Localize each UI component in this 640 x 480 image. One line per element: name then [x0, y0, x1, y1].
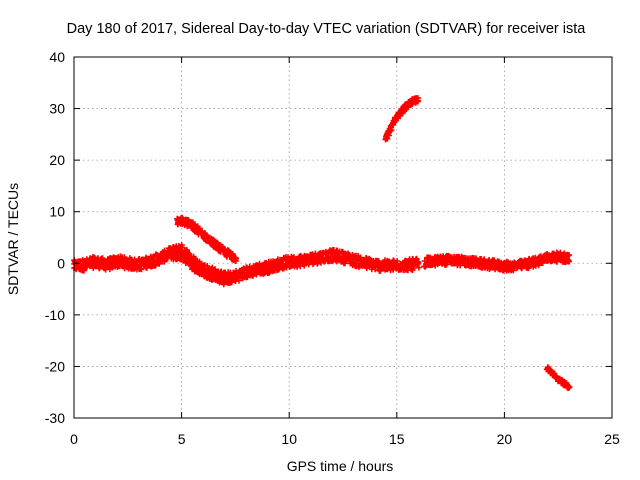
- series-falling-arc: [543, 364, 573, 391]
- x-tick-label: 15: [389, 431, 405, 447]
- data-points-falling-arc: [543, 364, 573, 391]
- chart-title: Day 180 of 2017, Sidereal Day-to-day VTE…: [67, 21, 587, 37]
- y-tick-label: -10: [45, 307, 65, 323]
- y-tick-label: 10: [49, 204, 65, 220]
- series-lower-branch: [170, 249, 235, 288]
- x-axis-label: GPS time / hours: [287, 458, 394, 474]
- data-points: [71, 95, 573, 391]
- x-tick-label: 0: [70, 431, 78, 447]
- x-tick-label: 10: [281, 431, 297, 447]
- data-points-lower-branch: [170, 249, 235, 288]
- y-tick-label: 40: [49, 49, 65, 65]
- x-tick-label: 20: [497, 431, 513, 447]
- axis-ticks: 0 5 10 15 20 25 -30 -20 -10 0 10 20 30 40: [45, 49, 620, 447]
- y-tick-label: -30: [45, 410, 65, 426]
- y-axis-label: SDTVAR / TECUs: [5, 183, 21, 295]
- series-rising-arc: [382, 95, 421, 143]
- data-points-rising-arc: [382, 95, 421, 143]
- y-tick-label: 0: [57, 255, 65, 271]
- y-tick-label: -20: [45, 358, 65, 374]
- plot-frame: [73, 56, 613, 419]
- y-tick-label: 20: [49, 152, 65, 168]
- x-tick-label: 25: [604, 431, 620, 447]
- x-tick-label: 5: [178, 431, 186, 447]
- series-upper-arc: [174, 214, 239, 264]
- series-right-track: [421, 249, 573, 274]
- grid-lines: [74, 57, 612, 418]
- y-tick-label: 30: [49, 101, 65, 117]
- data-points-right-track: [421, 249, 573, 274]
- data-points-upper-arc: [174, 214, 239, 264]
